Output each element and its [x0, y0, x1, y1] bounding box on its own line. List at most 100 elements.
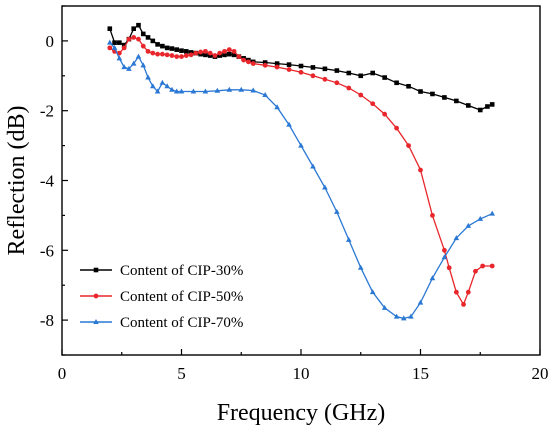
- data-point: [274, 64, 280, 70]
- y-axis-title: Reflection (dB): [4, 106, 30, 256]
- data-point: [135, 53, 142, 59]
- data-point: [477, 215, 484, 221]
- data-point: [418, 167, 423, 173]
- data-point: [154, 88, 161, 94]
- data-point: [226, 86, 233, 92]
- data-point: [298, 69, 304, 75]
- data-point: [164, 52, 170, 58]
- data-point: [418, 89, 423, 94]
- data-point: [262, 60, 268, 65]
- data-point: [489, 263, 495, 269]
- legend-item: Content of CIP-50%: [80, 289, 243, 305]
- x-axis-title: Frequency (GHz): [217, 400, 386, 426]
- data-point: [164, 83, 170, 89]
- data-point: [217, 50, 223, 56]
- data-point: [489, 102, 495, 107]
- data-point: [126, 65, 132, 71]
- series-line: [109, 24, 493, 111]
- data-point: [174, 47, 180, 52]
- data-point: [136, 36, 141, 42]
- data-point: [121, 42, 127, 48]
- data-point: [286, 121, 292, 127]
- data-point: [322, 76, 328, 82]
- data-point: [121, 45, 127, 51]
- data-point: [370, 101, 376, 107]
- data-point: [441, 254, 448, 260]
- y-tick-label: -4: [40, 172, 55, 191]
- data-point: [381, 304, 388, 310]
- data-point: [480, 263, 486, 269]
- data-point: [169, 53, 175, 58]
- data-point: [454, 98, 459, 104]
- data-point: [131, 26, 136, 31]
- data-point: [150, 83, 156, 89]
- data-point: [430, 213, 435, 218]
- data-point: [169, 86, 175, 92]
- data-point: [461, 301, 466, 307]
- data-point: [489, 210, 495, 216]
- series-3: [107, 39, 495, 321]
- data-point: [174, 54, 180, 60]
- data-point: [358, 73, 364, 79]
- data-point: [408, 313, 414, 319]
- data-point: [262, 62, 268, 68]
- series-2: [107, 35, 495, 307]
- data-point: [214, 87, 221, 93]
- data-point: [155, 51, 161, 57]
- data-point: [465, 222, 472, 228]
- legend-item: Content of CIP-70%: [80, 315, 243, 331]
- x-tick-label: 10: [293, 364, 310, 383]
- data-point: [155, 42, 160, 47]
- data-point: [357, 264, 364, 270]
- data-point: [145, 74, 151, 80]
- data-point: [394, 80, 399, 86]
- data-point: [190, 88, 197, 94]
- data-point: [286, 67, 292, 72]
- data-point: [417, 299, 424, 305]
- data-point: [164, 45, 170, 51]
- data-point: [188, 52, 194, 58]
- data-point: [188, 50, 194, 55]
- data-point: [159, 51, 165, 57]
- data-point: [370, 70, 375, 76]
- data-point: [111, 44, 118, 50]
- series-layer: [107, 22, 495, 321]
- data-point: [473, 268, 478, 274]
- data-point: [310, 163, 316, 169]
- data-point: [207, 53, 213, 58]
- data-point: [442, 247, 447, 253]
- data-point: [222, 52, 227, 58]
- data-point: [136, 22, 141, 28]
- data-point: [112, 40, 117, 45]
- data-point: [400, 315, 407, 321]
- x-tick-label: 5: [177, 364, 186, 383]
- data-point: [150, 38, 156, 44]
- legend-marker: [93, 267, 99, 273]
- data-point: [485, 104, 490, 109]
- data-point: [117, 40, 122, 45]
- data-point: [430, 91, 435, 97]
- data-point: [131, 35, 137, 40]
- legend-marker: [93, 319, 99, 324]
- data-point: [286, 62, 292, 67]
- data-point: [116, 55, 123, 61]
- legend: Content of CIP-30% Content of CIP-50% Cont…: [80, 263, 243, 331]
- data-point: [465, 289, 471, 295]
- data-point: [236, 54, 242, 60]
- y-tick-label: 0: [46, 32, 55, 51]
- data-point: [262, 91, 268, 97]
- data-point: [107, 45, 113, 51]
- data-point: [140, 62, 147, 68]
- data-point: [334, 208, 340, 214]
- data-point: [346, 236, 352, 242]
- data-point: [382, 111, 388, 117]
- x-tick-label: 20: [532, 364, 549, 383]
- data-point: [393, 313, 400, 319]
- data-point: [217, 53, 223, 58]
- data-point: [159, 79, 166, 85]
- data-point: [231, 48, 237, 54]
- data-point: [250, 87, 256, 93]
- data-point: [446, 265, 452, 271]
- data-point: [406, 143, 411, 149]
